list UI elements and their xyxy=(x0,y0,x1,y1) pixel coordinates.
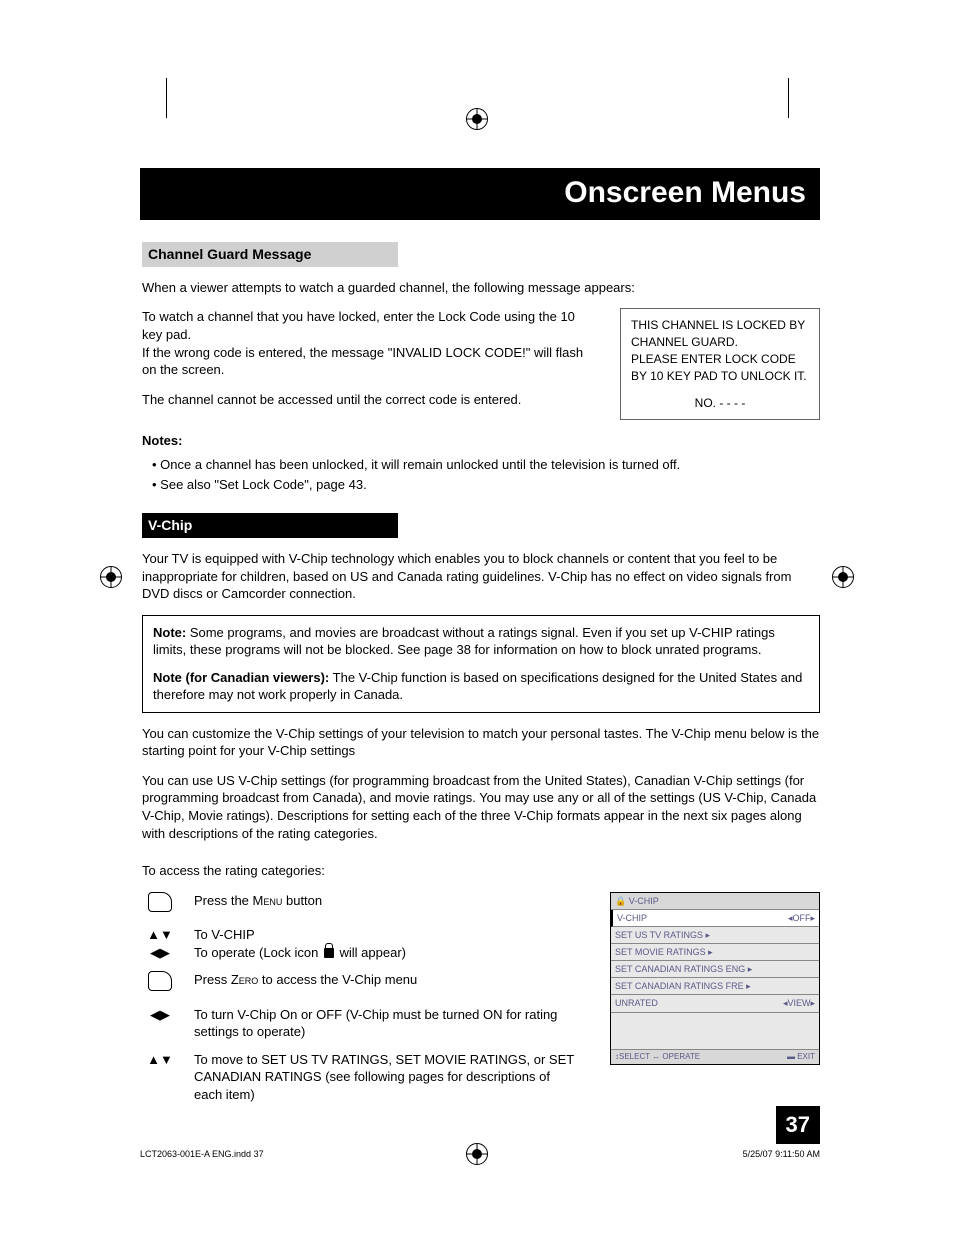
note-label: Note: xyxy=(153,625,186,640)
body-text: You can use US V-Chip settings (for prog… xyxy=(142,772,820,842)
instruction-steps: Press the Menu button ▲▼ ◀▶ To V-CHIP To… xyxy=(142,892,580,1114)
note-item: See also "Set Lock Code", page 43. xyxy=(152,476,820,494)
message-code: NO. - - - - xyxy=(631,395,809,412)
channel-guard-message-box: THIS CHANNEL IS LOCKED BY CHANNEL GUARD.… xyxy=(620,308,820,420)
step-text: Press Zero to access the V-Chip menu xyxy=(194,971,580,989)
section-heading-channel-guard: Channel Guard Message xyxy=(142,242,398,267)
access-label: To access the rating categories: xyxy=(142,862,820,880)
registration-mark xyxy=(100,566,122,588)
page-content: Onscreen Menus Channel Guard Message Whe… xyxy=(140,168,820,1114)
registration-mark xyxy=(466,1143,488,1165)
body-text: Your TV is equipped with V-Chip technolo… xyxy=(142,550,820,603)
step-text: Press the Menu button xyxy=(194,892,580,910)
step-text: To V-CHIP To operate (Lock icon will app… xyxy=(194,926,580,961)
updown-icon: ▲▼ xyxy=(142,1051,178,1069)
message-line: PLEASE ENTER LOCK CODE BY 10 KEY PAD TO … xyxy=(631,351,809,385)
instructions-text: To watch a channel that you have locked,… xyxy=(142,308,590,420)
step-text: To turn V-Chip On or OFF (V-Chip must be… xyxy=(194,1006,580,1041)
body-text: To watch a channel that you have locked,… xyxy=(142,308,590,343)
osd-header: 🔒 V-CHIP xyxy=(611,893,819,910)
osd-row: V-CHIP◂OFF▸ xyxy=(611,910,819,927)
note-label: Note (for Canadian viewers): xyxy=(153,670,329,685)
note-box: Note: Some programs, and movies are broa… xyxy=(142,615,820,713)
registration-mark xyxy=(832,566,854,588)
body-text: If the wrong code is entered, the messag… xyxy=(142,344,590,379)
osd-row: SET CANADIAN RATINGS FRE ▸ xyxy=(611,978,819,995)
intro-text: When a viewer attempts to watch a guarde… xyxy=(142,279,820,297)
step-text: To move to SET US TV RATINGS, SET MOVIE … xyxy=(194,1051,580,1104)
press-icon xyxy=(142,892,178,917)
notes-label: Notes: xyxy=(142,432,820,450)
lock-icon xyxy=(324,948,334,958)
note-item: Once a channel has been unlocked, it wil… xyxy=(152,456,820,474)
registration-mark xyxy=(466,108,488,130)
osd-vchip-menu: 🔒 V-CHIP V-CHIP◂OFF▸ SET US TV RATINGS ▸… xyxy=(610,892,820,1066)
arrows-icon: ▲▼ ◀▶ xyxy=(142,926,178,961)
osd-footer: ↕SELECT ↔ OPERATE▬ EXIT xyxy=(611,1049,819,1065)
section-heading-vchip: V-Chip xyxy=(142,513,398,538)
leftright-icon: ◀▶ xyxy=(142,1006,178,1024)
press-icon xyxy=(142,971,178,996)
osd-row: SET CANADIAN RATINGS ENG ▸ xyxy=(611,961,819,978)
osd-row: UNRATED◂VIEW▸ xyxy=(611,995,819,1012)
crop-mark xyxy=(788,78,789,118)
osd-row: SET US TV RATINGS ▸ xyxy=(611,927,819,944)
note-text: Some programs, and movies are broadcast … xyxy=(153,625,775,658)
notes-list: Once a channel has been unlocked, it wil… xyxy=(142,456,820,493)
message-line: THIS CHANNEL IS LOCKED BY CHANNEL GUARD. xyxy=(631,317,809,351)
body-text: You can customize the V-Chip settings of… xyxy=(142,725,820,760)
footer-filename: LCT2063-001E-A ENG.indd 37 xyxy=(140,1149,264,1159)
page-number: 37 xyxy=(776,1106,820,1144)
page-title: Onscreen Menus xyxy=(140,168,820,220)
crop-mark xyxy=(166,78,167,118)
footer-timestamp: 5/25/07 9:11:50 AM xyxy=(743,1149,820,1159)
body-text: The channel cannot be accessed until the… xyxy=(142,391,590,409)
osd-row: SET MOVIE RATINGS ▸ xyxy=(611,944,819,961)
